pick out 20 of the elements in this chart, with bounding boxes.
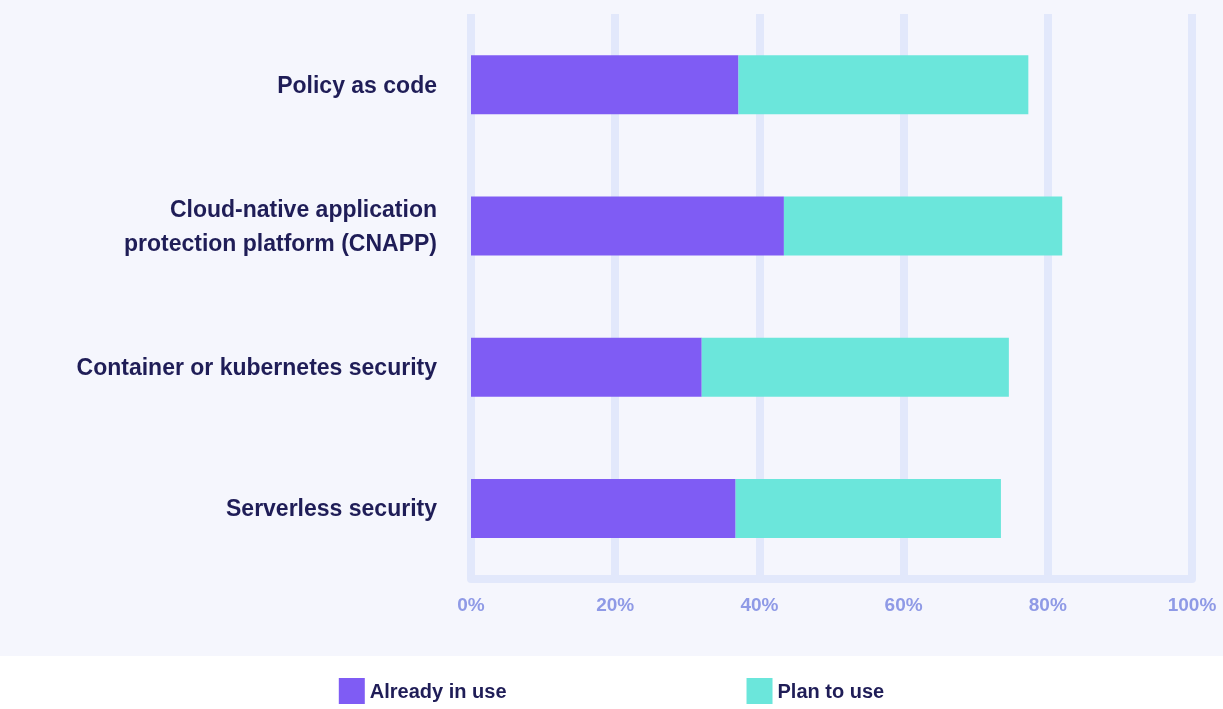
x-tick-label: 20%: [596, 594, 635, 615]
x-tick-label: 40%: [740, 594, 779, 615]
x-tick-label: 0%: [457, 594, 485, 615]
y-tick-label: Cloud-native application protection platform (CNAPP): [123, 195, 437, 256]
bar: [738, 55, 1029, 115]
y-tick-label: Policy as code: [277, 71, 437, 98]
bar: [783, 196, 1063, 256]
bar: [471, 337, 702, 397]
bar: [701, 337, 1009, 397]
y-tick-label: Serverless security: [226, 495, 438, 522]
x-tick-label: 100%: [1167, 594, 1217, 615]
bar: [735, 478, 1001, 538]
legend-label: Plan to use: [777, 680, 885, 702]
bar: [471, 478, 736, 538]
bar: [471, 55, 739, 115]
x-tick-label: 80%: [1028, 594, 1067, 615]
x-tick-label: 60%: [884, 594, 923, 615]
bar: [471, 196, 784, 256]
legend-label: Already in use: [369, 680, 507, 702]
y-tick-label: Container or kubernetes security: [76, 354, 438, 381]
